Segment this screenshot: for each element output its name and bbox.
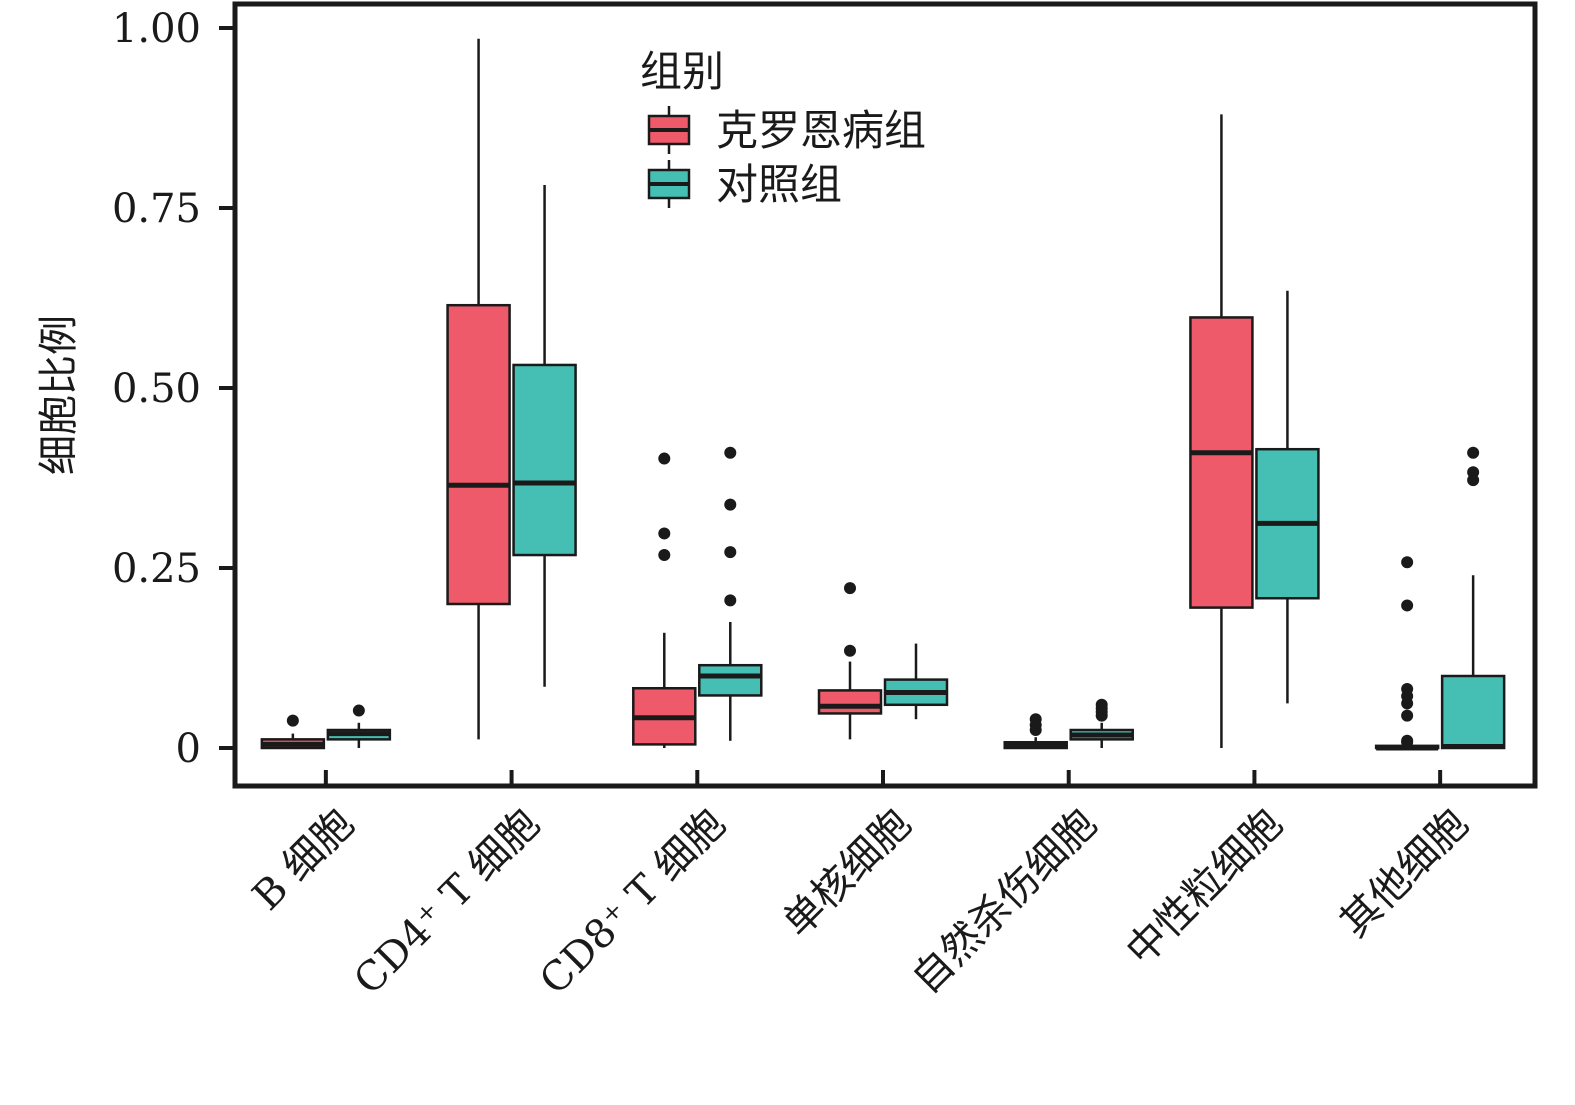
y-tick-label: 1.00 — [112, 6, 201, 52]
box-iqr — [698, 663, 763, 697]
outlier-point — [658, 452, 671, 465]
outlier-point — [658, 527, 671, 540]
box-iqr — [512, 363, 577, 557]
outlier-point — [724, 446, 737, 459]
box-iqr — [446, 303, 511, 606]
outlier-point — [286, 714, 299, 727]
outlier-point — [844, 582, 856, 595]
x-tick-label: B 细胞 — [244, 801, 363, 920]
box-crohn-4 — [1003, 713, 1068, 750]
box-control-3 — [883, 643, 949, 720]
x-tick-label: 其他细胞 — [1332, 801, 1478, 947]
outlier-point — [1467, 466, 1480, 479]
box-control-4 — [1069, 698, 1134, 748]
x-tick-label: 自然杀伤细胞 — [904, 801, 1106, 1003]
y-axis-label: 细胞比例 — [36, 315, 82, 475]
legend-label-control: 对照组 — [716, 160, 842, 209]
outlier-point — [724, 594, 737, 607]
box-control-2 — [698, 446, 763, 741]
box-iqr — [1189, 316, 1254, 609]
y-tick-label: 0.75 — [112, 186, 201, 232]
outlier-point — [1467, 446, 1480, 459]
outlier-point — [1029, 713, 1042, 726]
legend-title: 组别 — [640, 47, 724, 96]
outlier-point — [1095, 698, 1108, 711]
legend-key-crohn — [647, 106, 691, 154]
x-tick-label: CD8⁺ T 细胞 — [531, 801, 734, 1004]
box-crohn-1 — [446, 38, 511, 740]
legend-key-control — [647, 160, 691, 208]
y-tick-label: 0.50 — [112, 366, 201, 412]
box-iqr — [817, 689, 883, 715]
x-tick-label: 中性粒细胞 — [1118, 801, 1292, 975]
outlier-point — [724, 498, 737, 511]
y-tick-label: 0.25 — [112, 546, 201, 592]
outlier-point — [1401, 734, 1414, 747]
box-control-6 — [1440, 446, 1506, 750]
outlier-point — [844, 644, 856, 657]
x-tick-label: 单核细胞 — [774, 801, 920, 947]
outlier-point — [658, 549, 671, 562]
box-crohn-3 — [817, 582, 883, 740]
box-control-0 — [326, 704, 392, 748]
outlier-point — [724, 546, 737, 559]
box-crohn-0 — [260, 714, 326, 750]
box-iqr — [1440, 674, 1506, 750]
x-tick-label: CD4⁺ T 细胞 — [345, 801, 548, 1004]
plot-area — [260, 38, 1506, 751]
legend-label-crohn: 克罗恩病组 — [716, 106, 926, 155]
box-crohn-6 — [1374, 556, 1440, 751]
outlier-point — [1401, 682, 1414, 695]
outlier-point — [352, 704, 365, 717]
box-crohn-5 — [1189, 114, 1254, 748]
box-control-5 — [1255, 290, 1320, 704]
y-tick-label: 0 — [176, 726, 201, 772]
outlier-point — [1401, 599, 1414, 612]
box-control-1 — [512, 184, 577, 687]
outlier-point — [1401, 709, 1414, 722]
outlier-point — [1401, 556, 1414, 569]
box-crohn-2 — [632, 452, 697, 748]
